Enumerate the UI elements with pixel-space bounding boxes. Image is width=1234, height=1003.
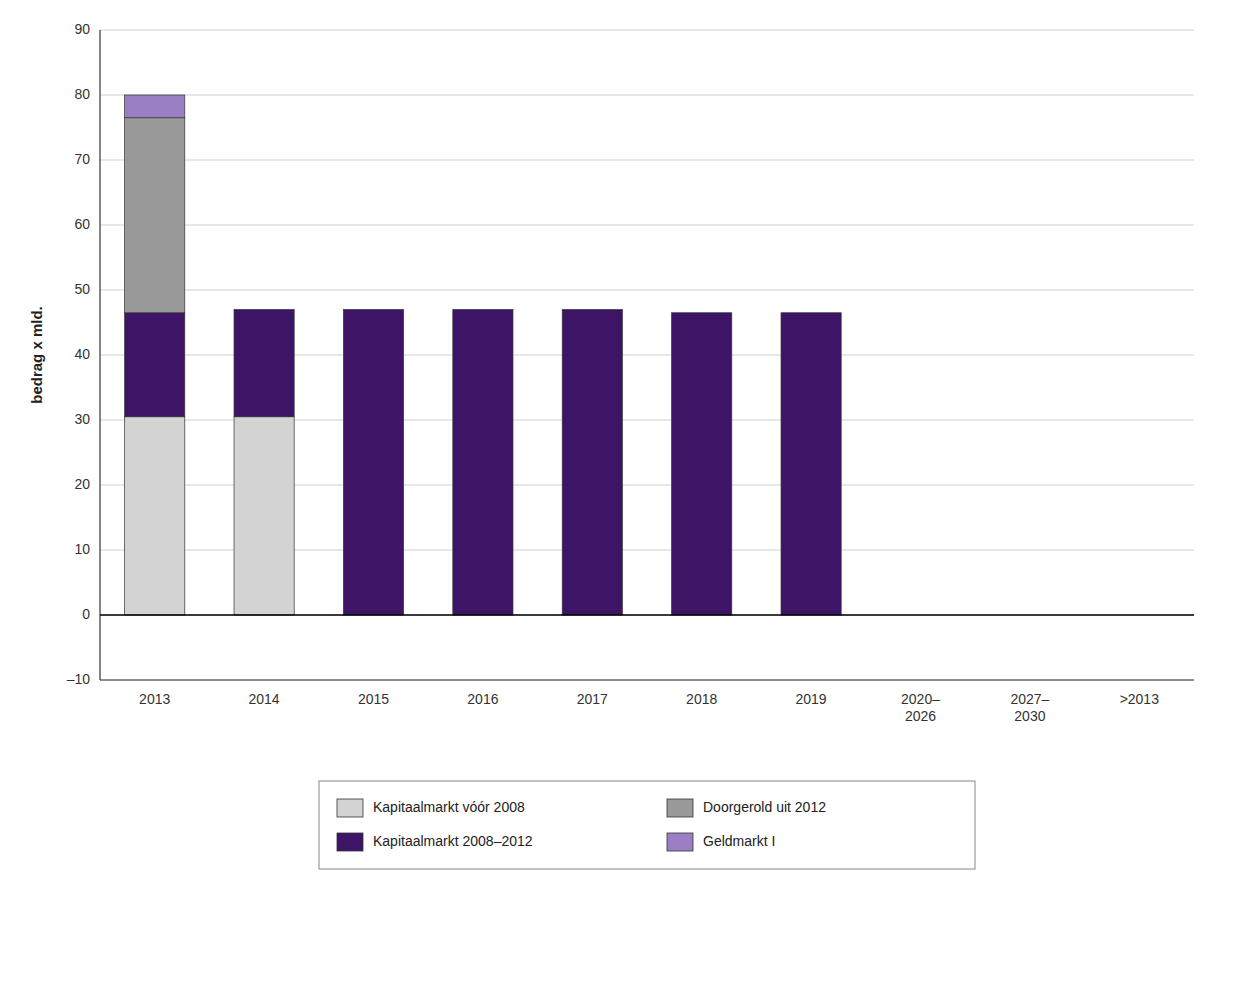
bar-segment [234,309,294,310]
x-tick-label: 2016 [467,691,498,707]
grid-line [100,225,1194,226]
grid-line [100,290,1194,291]
x-tick-label: >2013 [1120,691,1160,707]
legend-swatch [337,799,363,817]
x-tick-label: 2015 [358,691,389,707]
bar-segment [343,309,403,310]
x-tick-label-line: 2016 [467,691,498,707]
y-axis-line [99,30,100,680]
bar-segment [562,309,622,310]
bar-segment [343,309,403,310]
bar-segment [562,309,622,310]
bar-segment [562,310,622,616]
y-tick-label: 80 [74,86,90,102]
legend-label: Doorgerold uit 2012 [703,799,826,815]
x-tick-label: 2018 [686,691,717,707]
x-tick-label: 2027–2030 [1010,691,1049,724]
x-tick-label-line: 2026 [905,708,936,724]
x-tick-label-line: 2018 [686,691,717,707]
x-tick-label-line: >2013 [1120,691,1160,707]
bar-segment [672,312,732,313]
x-tick-label-line: 2027– [1010,691,1049,707]
legend-label: Kapitaalmarkt 2008–2012 [373,833,533,849]
legend-swatch [667,833,693,851]
x-tick-label-line: 2015 [358,691,389,707]
bars [125,95,842,615]
y-tick-label: –10 [67,671,91,687]
bar-segment [234,310,294,417]
legend-frame [319,781,975,869]
bar-segment [453,310,513,616]
x-tick-label-line: 2019 [796,691,827,707]
zero-line [100,614,1194,616]
y-tick-label: 50 [74,281,90,297]
grid-line [100,30,1194,31]
bar-segment [672,312,732,313]
bar-segment [125,313,185,417]
y-tick-label: 20 [74,476,90,492]
x-axis-line [100,679,1194,680]
y-tick-label: 60 [74,216,90,232]
y-tick-label: 90 [74,21,90,37]
grid-line [100,615,1194,616]
grid-line [100,95,1194,96]
bar-segment [125,118,185,313]
bar-segment [234,417,294,615]
legend: Kapitaalmarkt vóór 2008 Kapitaalmarkt 200… [319,781,975,869]
bar-segment [453,309,513,310]
legend-swatch [667,799,693,817]
bar-segment [125,95,185,118]
legend-label: Kapitaalmarkt vóór 2008 [373,799,525,815]
y-tick-label: 70 [74,151,90,167]
grid-line [100,160,1194,161]
y-tick-label: 40 [74,346,90,362]
bar-segment [234,309,294,310]
x-tick-label: 2014 [249,691,280,707]
x-tick-label: 2017 [577,691,608,707]
grid-line [100,680,1194,681]
axes: –100102030405060708090201320142015201620… [67,21,1194,724]
y-tick-label: 30 [74,411,90,427]
y-tick-label: 10 [74,541,90,557]
x-tick-label-line: 2020– [901,691,940,707]
x-tick-label-line: 2014 [249,691,280,707]
x-tick-label: 2013 [139,691,170,707]
chart: –100102030405060708090201320142015201620… [0,0,1234,1003]
x-tick-label: 2020–2026 [901,691,940,724]
bar-segment [453,309,513,310]
bar-segment [672,313,732,615]
legend-swatch [337,833,363,851]
legend-label: Geldmarkt I [703,833,775,849]
y-axis-label: bedrag x mld. [28,306,45,404]
y-tick-label: 0 [82,606,90,622]
x-tick-label-line: 2030 [1014,708,1045,724]
bar-segment [781,313,841,615]
bar-segment [781,312,841,313]
bar-segment [343,310,403,616]
grid [100,30,1194,680]
bar-segment [125,417,185,615]
x-tick-label-line: 2013 [139,691,170,707]
bar-segment [781,312,841,313]
x-tick-label-line: 2017 [577,691,608,707]
x-tick-label: 2019 [796,691,827,707]
